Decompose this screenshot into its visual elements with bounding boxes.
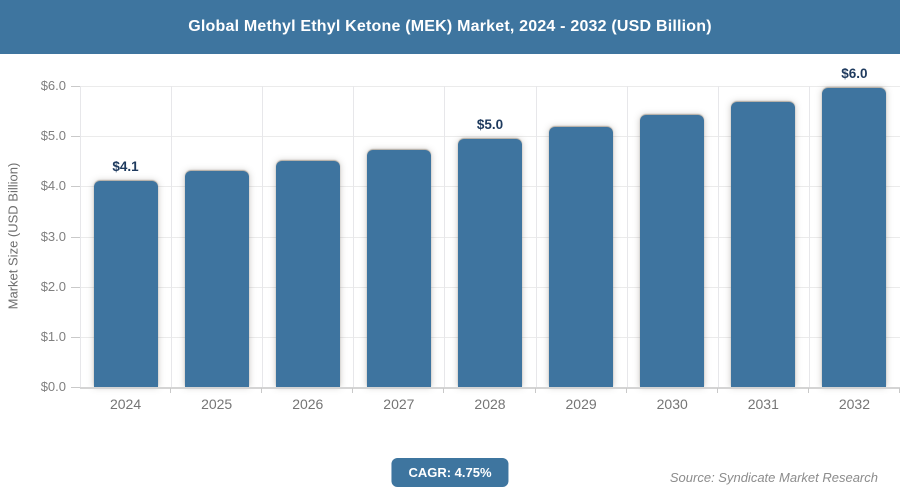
chart-title: Global Methyl Ethyl Ketone (MEK) Market,… xyxy=(188,18,712,35)
x-tick-label-2027: 2027 xyxy=(383,396,415,412)
bar-column-2027 xyxy=(353,86,444,387)
bar-column-2030 xyxy=(627,86,718,387)
y-tick-mark xyxy=(71,136,80,138)
gridline-vertical xyxy=(627,86,628,387)
cagr-badge: CAGR: 4.75% xyxy=(391,458,509,487)
x-tick-label-2029: 2029 xyxy=(565,396,597,412)
x-tick-label-2028: 2028 xyxy=(474,396,506,412)
bar-2026 xyxy=(275,161,340,387)
chart-title-bar: Global Methyl Ethyl Ketone (MEK) Market,… xyxy=(0,0,900,54)
y-tick-label: $5.0 xyxy=(40,128,66,144)
y-tick-label: $1.0 xyxy=(40,328,66,344)
gridline-vertical xyxy=(262,86,263,387)
bar-column-2026 xyxy=(262,86,353,387)
bar-column-2024: $4.1 xyxy=(80,86,171,387)
y-tick-mark xyxy=(71,387,80,388)
y-tick-mark xyxy=(71,336,80,338)
gridline-vertical xyxy=(171,86,172,387)
x-tick-mark xyxy=(535,388,536,393)
x-tick-label-2031: 2031 xyxy=(747,396,779,412)
bar-2030 xyxy=(640,114,705,387)
y-tick-mark xyxy=(71,186,80,188)
bar-column-2029 xyxy=(536,86,627,387)
bar-2029 xyxy=(549,127,614,387)
bar-column-2032: $6.0 xyxy=(809,66,900,387)
bar-value-label-2024: $4.1 xyxy=(112,159,139,175)
x-tick-label-2026: 2026 xyxy=(292,396,324,412)
x-tick-label-2025: 2025 xyxy=(201,396,233,412)
y-tick-label: $4.0 xyxy=(40,178,66,194)
gridline-vertical xyxy=(718,86,719,387)
gridline-vertical xyxy=(353,86,354,387)
source-text: Source: Syndicate Market Research xyxy=(669,470,878,485)
y-tick-label: $3.0 xyxy=(40,228,66,244)
x-tick-mark xyxy=(261,388,262,393)
x-tick-mark xyxy=(808,388,809,393)
x-tick-mark xyxy=(443,388,444,393)
gridline-horizontal xyxy=(80,136,900,138)
gridline-vertical xyxy=(80,86,81,387)
x-tick-label-2024: 2024 xyxy=(109,396,142,412)
x-tick-mark xyxy=(717,388,718,393)
bar-column-2028: $5.0 xyxy=(444,86,535,387)
bar-2032 xyxy=(822,88,887,387)
bar-column-2025 xyxy=(171,86,262,387)
bar-column-2031 xyxy=(718,86,809,387)
y-tick-label: $6.0 xyxy=(40,78,66,93)
y-tick-label: $2.0 xyxy=(40,278,66,294)
gridline-vertical xyxy=(536,86,537,387)
bar-2025 xyxy=(184,171,249,387)
gridline-horizontal xyxy=(80,86,900,87)
bar-2027 xyxy=(366,150,431,387)
x-tick-label-2030: 2030 xyxy=(656,396,688,412)
plot-area: $4.1 $5.0 $6.0 xyxy=(80,66,900,387)
bar-value-label-2032: $6.0 xyxy=(841,66,868,82)
y-tick-label: $0.0 xyxy=(40,379,66,394)
y-tick-mark xyxy=(71,236,80,238)
x-axis-line xyxy=(80,387,900,389)
x-tick-label-2032: 2032 xyxy=(838,396,870,412)
bar-value-label-2028: $5.0 xyxy=(476,116,504,132)
gridline-vertical xyxy=(444,86,445,387)
gridline-vertical xyxy=(809,86,810,387)
y-tick-mark xyxy=(71,86,80,87)
x-tick-mark xyxy=(170,388,171,393)
x-tick-mark xyxy=(626,388,627,393)
bar-2024 xyxy=(93,181,158,387)
x-tick-mark xyxy=(352,388,353,393)
bar-2031 xyxy=(731,101,796,387)
y-tick-mark xyxy=(71,286,80,288)
bar-2028 xyxy=(457,138,522,387)
